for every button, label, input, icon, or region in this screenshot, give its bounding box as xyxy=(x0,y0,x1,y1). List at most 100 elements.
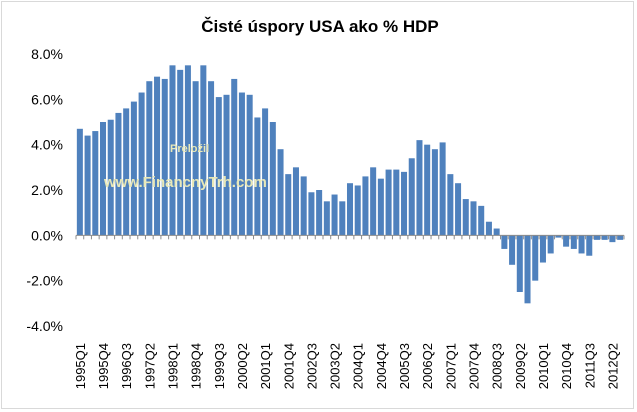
bar xyxy=(192,81,199,236)
bar xyxy=(138,92,145,236)
x-tick-label: 2009Q2 xyxy=(513,343,528,389)
bar xyxy=(478,205,485,236)
bar xyxy=(107,119,114,236)
watermark-url: www.FinancnyTrh.com xyxy=(103,174,267,191)
bar xyxy=(246,94,253,236)
bar xyxy=(146,81,153,236)
bar xyxy=(200,65,207,236)
bar xyxy=(346,183,354,236)
bar xyxy=(208,81,215,236)
bar xyxy=(300,176,307,236)
bar xyxy=(401,171,408,236)
bar xyxy=(408,158,415,236)
bar xyxy=(177,69,184,236)
bar xyxy=(316,190,323,236)
x-tick-label: 1999Q3 xyxy=(212,343,227,389)
x-tick-label: 1997Q2 xyxy=(142,343,157,389)
bar xyxy=(555,235,562,238)
x-tick-label: 2007Q4 xyxy=(466,343,481,389)
bar xyxy=(455,183,462,236)
x-tick-label: 2001Q1 xyxy=(258,343,273,389)
x-tick-label: 1995Q4 xyxy=(96,343,111,389)
bar xyxy=(308,192,315,236)
x-tick-label: 2004Q1 xyxy=(351,343,366,389)
x-tick-label: 1996Q3 xyxy=(119,343,134,389)
bar xyxy=(462,199,469,236)
bar xyxy=(231,78,238,236)
bar xyxy=(123,108,130,236)
bar xyxy=(547,235,554,254)
bar xyxy=(385,169,392,236)
y-tick-label: 4.0% xyxy=(31,137,63,153)
x-tick-label: 2006Q2 xyxy=(420,343,435,389)
bar xyxy=(447,174,454,236)
watermark-credit: Preložil xyxy=(170,143,209,155)
bar xyxy=(215,97,222,236)
x-tick-label: 2005Q3 xyxy=(397,343,412,389)
bar xyxy=(76,128,83,236)
x-tick-label: 2003Q2 xyxy=(328,343,343,389)
x-tick-label: 2002Q3 xyxy=(304,343,319,389)
bar xyxy=(539,235,546,263)
bar xyxy=(370,167,377,236)
y-tick-label: 6.0% xyxy=(31,91,63,107)
x-axis: 1995Q1 1995Q4 1996Q3 1997Q2 1998Q1 1998Q4 1999… xyxy=(73,235,625,389)
x-tick-label: 1998Q4 xyxy=(189,343,204,389)
bar xyxy=(115,112,122,236)
x-tick-label: 2004Q4 xyxy=(374,343,389,389)
bar xyxy=(292,167,299,236)
bar xyxy=(184,65,191,236)
x-tick-label: 1995Q1 xyxy=(73,343,88,389)
bars xyxy=(76,65,624,304)
bar xyxy=(424,144,431,236)
x-tick-label: 2010Q4 xyxy=(559,343,574,389)
x-tick-label: 2000Q2 xyxy=(235,343,250,389)
y-tick-label: 8.0% xyxy=(31,46,63,62)
bar xyxy=(362,176,369,236)
y-tick-label: 0.0% xyxy=(31,227,63,243)
chart-title: Čisté úspory USA ako % HDP xyxy=(201,17,438,36)
bar xyxy=(254,117,261,236)
bar xyxy=(509,235,516,265)
bar xyxy=(532,235,539,281)
bar xyxy=(331,194,338,236)
x-tick-label: 2001Q4 xyxy=(281,343,296,389)
bar xyxy=(169,65,176,236)
bar xyxy=(501,235,508,249)
bar xyxy=(393,169,400,236)
bar xyxy=(416,140,423,236)
bar xyxy=(92,131,99,236)
bar xyxy=(269,122,276,236)
bar xyxy=(285,174,292,236)
x-tick-label: 2007Q1 xyxy=(443,343,458,389)
bar xyxy=(339,201,346,236)
bar xyxy=(593,235,600,240)
bar xyxy=(493,228,500,236)
y-tick-label: 2.0% xyxy=(31,182,63,198)
bar xyxy=(485,221,492,236)
bar xyxy=(470,201,477,236)
y-tick-label: -2.0% xyxy=(26,273,63,289)
x-tick-label: 1998Q1 xyxy=(165,343,180,389)
bar xyxy=(262,108,269,236)
bar xyxy=(578,235,585,254)
bar xyxy=(277,149,284,236)
bar xyxy=(524,235,531,304)
bar xyxy=(377,178,384,236)
bar xyxy=(439,142,446,236)
x-tick-label: 2012Q2 xyxy=(605,343,620,389)
bar xyxy=(161,78,168,236)
bar xyxy=(100,122,107,236)
bar xyxy=(323,201,330,236)
bar xyxy=(154,76,161,236)
x-tick-label: 2008Q3 xyxy=(490,343,505,389)
bar xyxy=(238,92,245,236)
bar xyxy=(609,235,616,243)
bar xyxy=(354,185,361,236)
x-tick-label: 2011Q3 xyxy=(582,343,597,388)
bar xyxy=(516,235,523,292)
bar xyxy=(617,235,624,240)
x-tick-label: 2010Q1 xyxy=(536,343,551,389)
